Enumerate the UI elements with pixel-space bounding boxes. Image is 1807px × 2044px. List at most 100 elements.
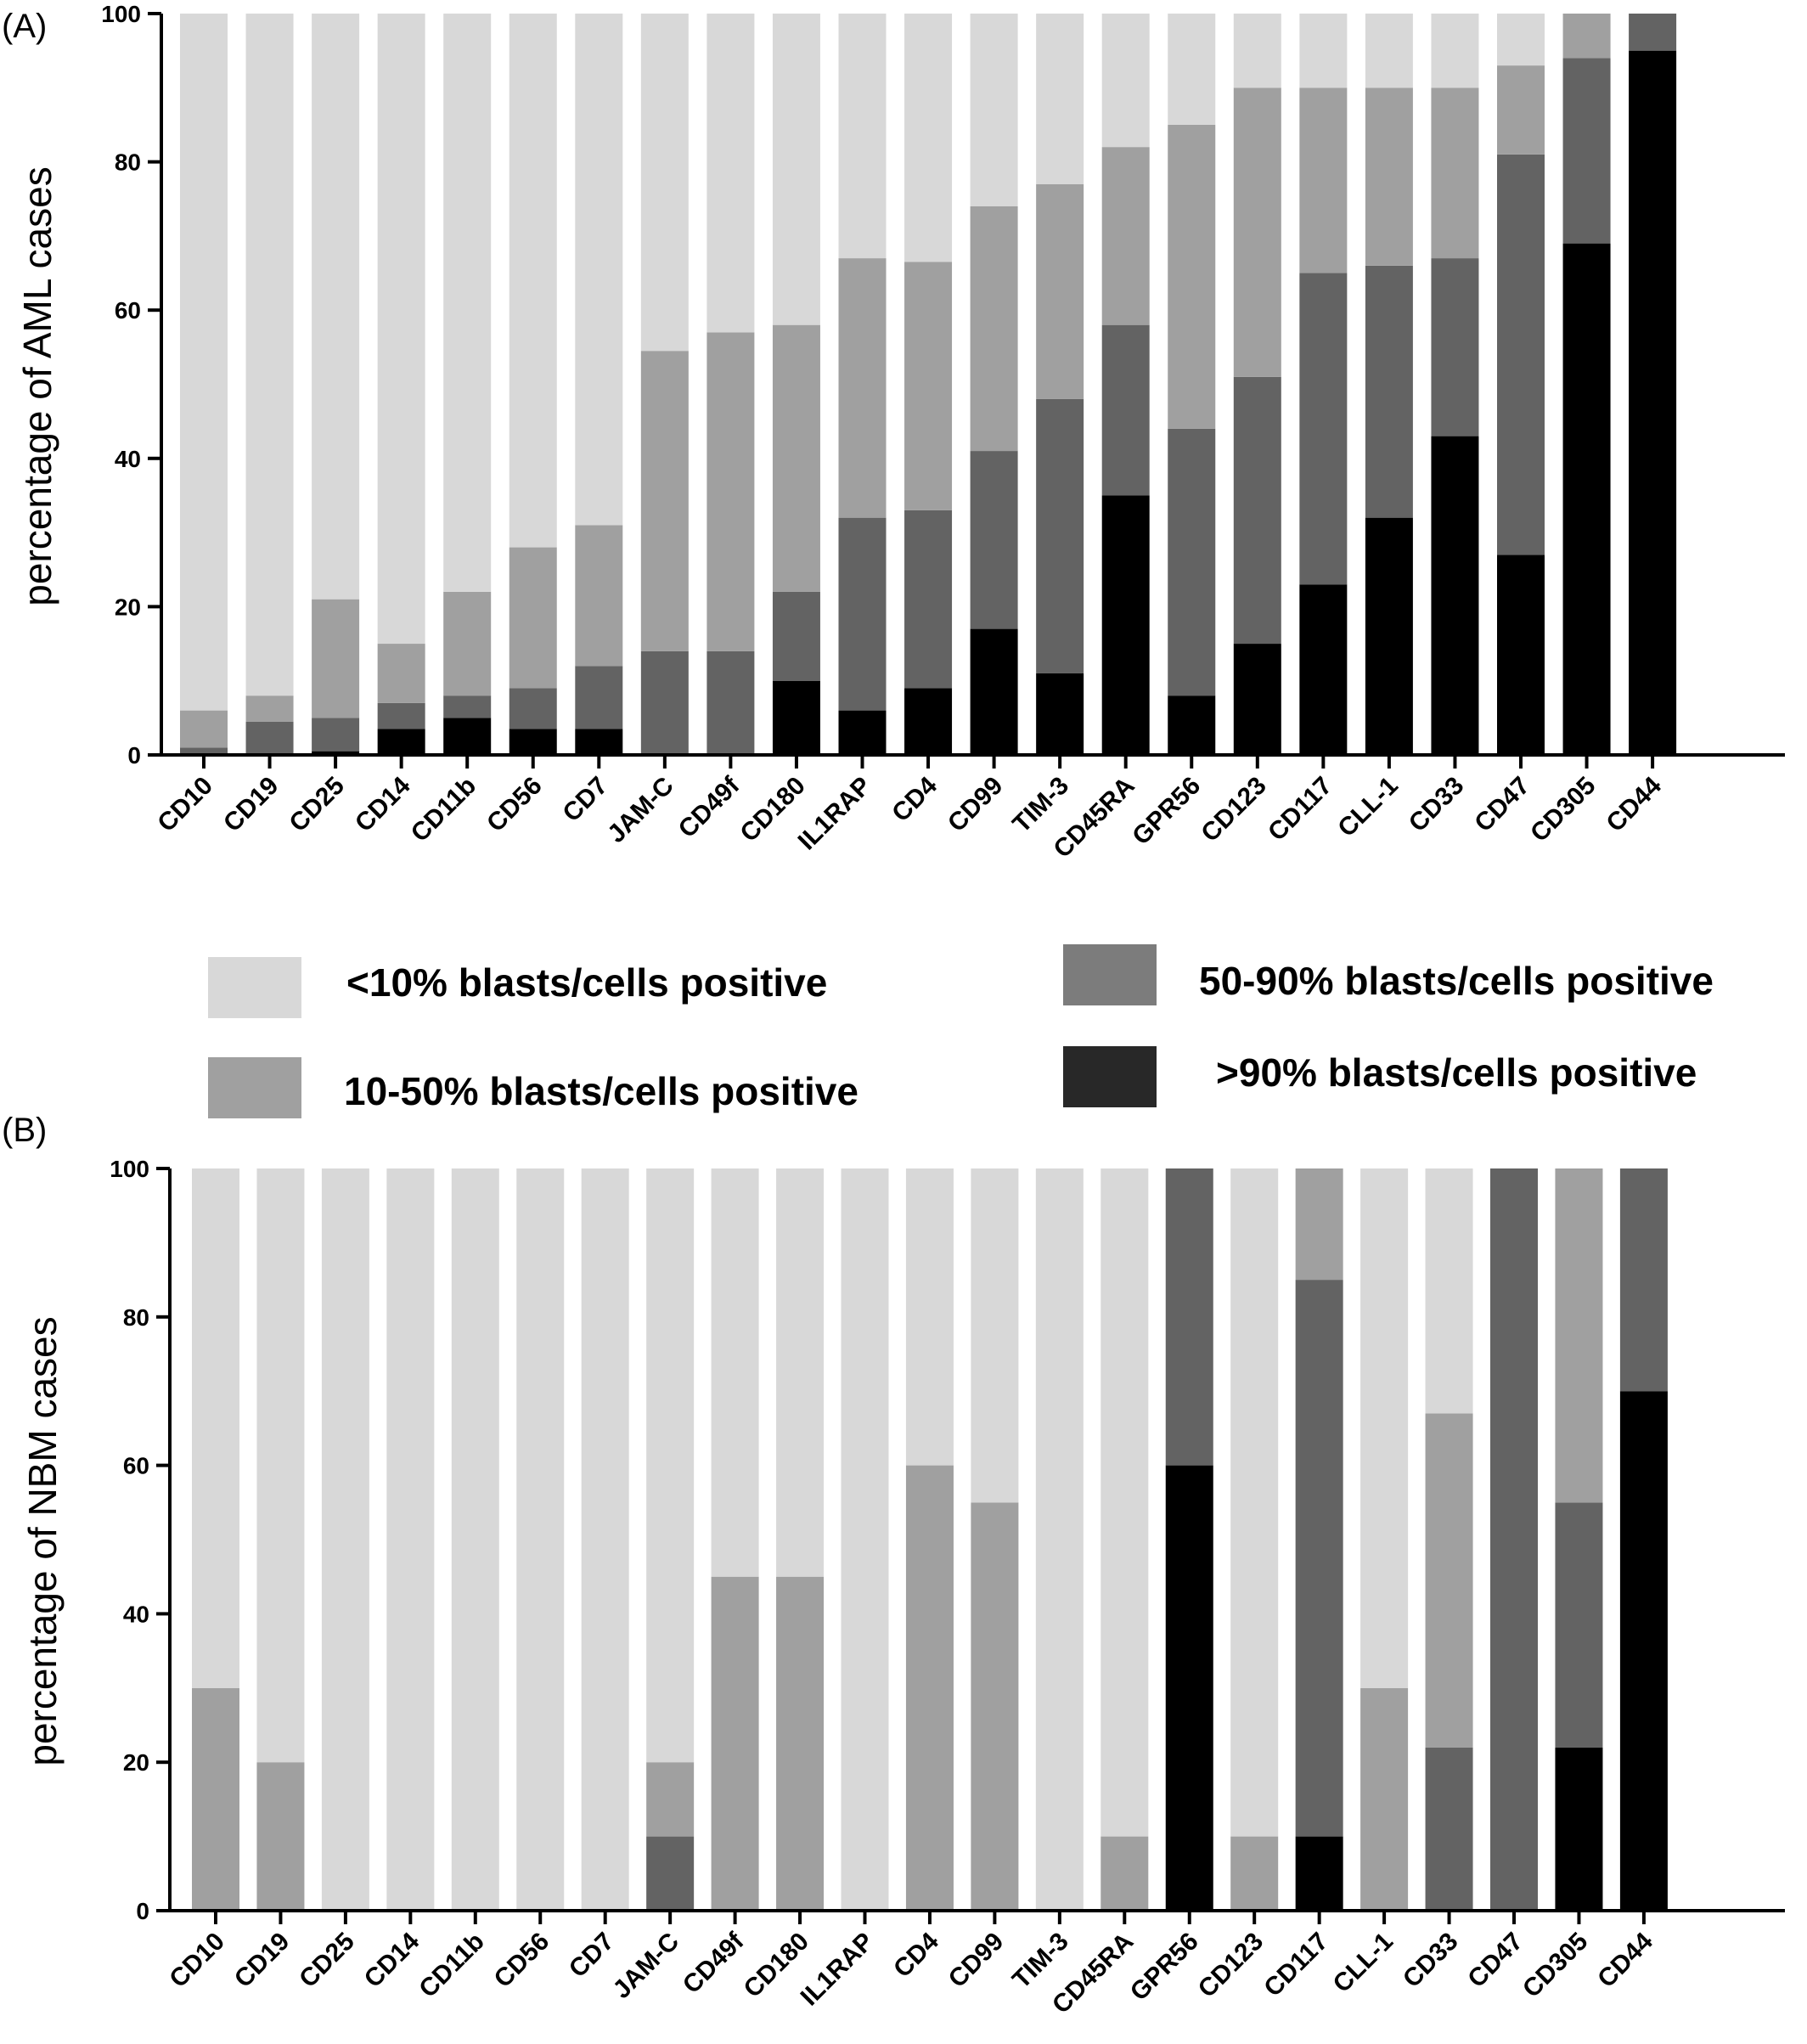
legend-swatch-10-50 xyxy=(208,1057,301,1118)
panel-a-bar-CD7-segment-2 xyxy=(575,525,623,667)
legend-item-50-90: 50-90% blasts/cells positive xyxy=(1063,944,1714,1005)
panel-a-y-tick-label-0: 0 xyxy=(127,742,141,769)
panel-a-x-tick-label-CD99: CD99 xyxy=(943,772,1009,838)
panel-b-y-tick-label-0: 0 xyxy=(136,1898,149,1924)
panel-b-bar-CD14-segment-3 xyxy=(386,1168,435,1911)
panel-a-bar-CD45RA-segment-1 xyxy=(1101,324,1150,496)
panel-a-x-tick-label-CD11b: CD11b xyxy=(406,772,481,847)
panel-a-bar-GPR56-segment-3 xyxy=(1168,14,1216,125)
panel-a-bar-CD7-segment-0 xyxy=(575,729,623,755)
panel-a-bar-CD56-segment-3 xyxy=(509,14,557,548)
panel-a-bar-CD47-segment-0 xyxy=(1497,555,1545,755)
panel-a-bar-TIM-3-segment-3 xyxy=(1036,14,1084,184)
panel-a-bar-CD99-segment-1 xyxy=(970,451,1018,629)
legend-label-50-90: 50-90% blasts/cells positive xyxy=(1199,959,1714,1003)
panel-b-y-tick-label-100: 100 xyxy=(110,1156,149,1182)
panel-a-bar-CD180-segment-2 xyxy=(772,324,820,592)
panel-b-y-tick-labels: 0 20 40 60 80 100 xyxy=(110,1156,149,1924)
panel-a-x-tick-label-CD56: CD56 xyxy=(481,772,548,838)
panel-a-bar-CD56-segment-1 xyxy=(509,688,557,729)
panel-a-label: (A) xyxy=(2,8,47,45)
legend-label-10-50: 10-50% blasts/cells positive xyxy=(344,1069,858,1113)
panel-b-x-tick-label-CD25: CD25 xyxy=(294,1928,360,1994)
panel-b-x-tick-label-CLL-1: CLL-1 xyxy=(1328,1928,1399,1998)
panel-a-bar-CD25-segment-0 xyxy=(312,751,360,755)
panel-a-bar-CD117-segment-3 xyxy=(1299,14,1348,88)
panel-b-chart: (B) percentage of NBM cases CD10CD19CD25… xyxy=(2,1112,1785,2019)
panel-a-x-tick-label-CD4: CD4 xyxy=(887,771,943,827)
panel-b-y-tick-label-40: 40 xyxy=(123,1601,149,1627)
panel-b-ticks xyxy=(156,1167,1646,1924)
legend-item-over-90: >90% blasts/cells positive xyxy=(1063,1046,1697,1107)
panel-b-bar-CD180-segment-3 xyxy=(776,1168,825,1577)
panel-b-x-tick-label-CD49f: CD49f xyxy=(678,1927,750,1999)
panel-a-bar-CD11b-segment-2 xyxy=(443,591,492,696)
panel-b-bar-JAM-C-segment-3 xyxy=(646,1168,695,1763)
panel-b-bars xyxy=(192,1168,1668,1911)
panel-a-y-tick-label-100: 100 xyxy=(101,1,141,27)
panel-a-bar-CLL-1-segment-0 xyxy=(1365,517,1413,755)
panel-b-x-tick-label-CD123: CD123 xyxy=(1193,1928,1269,2003)
panel-a-bar-CD33-segment-2 xyxy=(1431,87,1479,259)
panel-a-bar-CD19-segment-3 xyxy=(245,14,294,696)
panel-b-x-tick-label-IL1RAP: IL1RAP xyxy=(796,1928,880,2012)
panel-a-bar-CD117-segment-2 xyxy=(1299,87,1348,273)
panel-a-x-tick-label-IL1RAP: IL1RAP xyxy=(793,772,877,856)
panel-b-x-tick-label-CD7: CD7 xyxy=(564,1928,620,1984)
panel-b-bar-CLL-1-segment-3 xyxy=(1360,1168,1409,1688)
panel-a-bar-IL1RAP-segment-1 xyxy=(838,517,887,711)
panel-a-bar-CD180-segment-1 xyxy=(772,591,820,681)
panel-a-bar-CD45RA-segment-3 xyxy=(1101,14,1150,148)
panel-a-bar-CD10-segment-3 xyxy=(180,14,228,711)
panel-b-bar-CD180-segment-2 xyxy=(776,1576,825,1911)
panel-a-bars xyxy=(180,14,1677,755)
panel-b-bar-CD99-segment-3 xyxy=(971,1168,1019,1503)
panel-b-bar-CD45RA-segment-2 xyxy=(1101,1836,1149,1911)
panel-b-x-tick-label-CD305: CD305 xyxy=(1517,1928,1593,2003)
panel-b-bar-CLL-1-segment-2 xyxy=(1360,1687,1409,1911)
panel-b-bar-CD117-segment-0 xyxy=(1295,1836,1343,1911)
panel-b-bar-CD11b-segment-3 xyxy=(451,1168,499,1911)
panel-a-x-tick-label-CD117: CD117 xyxy=(1263,772,1337,847)
panel-b-bar-CD305-segment-0 xyxy=(1555,1747,1603,1911)
panel-a-ticks xyxy=(148,12,1655,769)
panel-a-bar-CD45RA-segment-0 xyxy=(1101,495,1150,755)
panel-a-bar-CD7-segment-1 xyxy=(575,666,623,729)
panel-a-bar-JAM-C-segment-1 xyxy=(640,650,689,755)
panel-a-x-tick-label-CD7: CD7 xyxy=(557,772,613,828)
panel-b-bar-CD123-segment-2 xyxy=(1230,1836,1279,1911)
panel-a-bar-CD49f-segment-1 xyxy=(706,650,755,755)
panel-a-bar-CD117-segment-1 xyxy=(1299,273,1348,585)
panel-a-y-tick-label-20: 20 xyxy=(115,594,141,620)
panel-b-y-tick-label-60: 60 xyxy=(123,1453,149,1479)
panel-a-bar-CD10-segment-2 xyxy=(180,710,228,748)
panel-b-bar-GPR56-segment-1 xyxy=(1165,1168,1213,1466)
legend-label-under-10: <10% blasts/cells positive xyxy=(346,960,827,1005)
panel-b-x-tick-label-JAM-C: JAM-C xyxy=(608,1928,685,2005)
panel-a-bar-CD7-segment-3 xyxy=(575,14,623,526)
panel-b-x-tick-label-CD19: CD19 xyxy=(229,1928,296,1994)
legend-item-under-10: <10% blasts/cells positive xyxy=(208,957,827,1018)
panel-a-bar-CD25-segment-3 xyxy=(312,14,360,600)
panel-b-bar-CD44-segment-0 xyxy=(1619,1391,1668,1911)
panel-a-bar-JAM-C-segment-2 xyxy=(640,351,689,651)
panel-b-bar-CD49f-segment-3 xyxy=(711,1168,759,1577)
panel-a-bar-IL1RAP-segment-3 xyxy=(838,14,887,259)
panel-a-bar-CD4-segment-3 xyxy=(904,14,953,262)
panel-b-label: (B) xyxy=(2,1112,47,1149)
panel-a-bar-CD123-segment-3 xyxy=(1233,14,1281,88)
legend-swatch-50-90 xyxy=(1063,944,1157,1005)
panel-a-bar-CD49f-segment-3 xyxy=(706,14,755,333)
panel-b-bar-CD49f-segment-2 xyxy=(711,1576,759,1911)
panel-a-bar-CD4-segment-2 xyxy=(904,262,953,510)
panel-a-bar-CD19-segment-1 xyxy=(245,721,294,755)
panel-a-bar-CD33-segment-1 xyxy=(1431,258,1479,436)
panel-a-bar-CD99-segment-0 xyxy=(970,628,1018,755)
panel-b-x-tick-label-CD33: CD33 xyxy=(1398,1928,1464,1994)
panel-a-bar-TIM-3-segment-2 xyxy=(1036,183,1084,399)
panel-b-bar-CD4-segment-3 xyxy=(905,1168,954,1466)
panel-b-bar-CD44-segment-1 xyxy=(1619,1168,1668,1392)
panel-a-x-tick-label-CD25: CD25 xyxy=(284,772,350,838)
panel-b-bar-CD123-segment-3 xyxy=(1230,1168,1279,1837)
